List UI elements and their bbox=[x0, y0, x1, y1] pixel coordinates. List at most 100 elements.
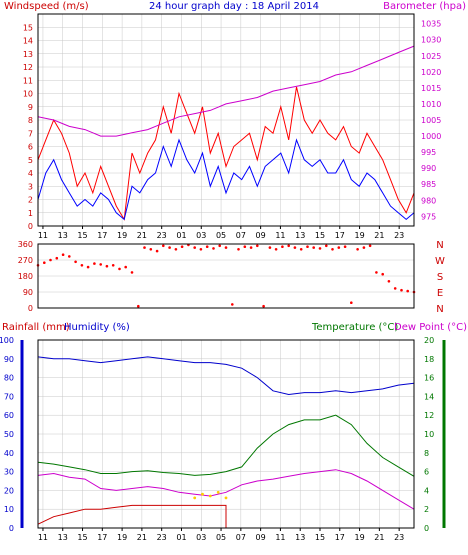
barometer-line bbox=[37, 45, 415, 137]
direction-point bbox=[130, 271, 134, 274]
humidity-tick-label: 10 bbox=[4, 505, 14, 514]
direction-point bbox=[375, 271, 378, 274]
direction-point bbox=[387, 280, 391, 283]
windspeed-tick-label: 12 bbox=[23, 63, 33, 72]
direction-point bbox=[55, 256, 59, 260]
direction-tick-label: 0 bbox=[28, 304, 33, 313]
wind-gust-line bbox=[37, 86, 415, 221]
x-tick-label: 21 bbox=[137, 231, 147, 240]
direction-point bbox=[281, 245, 284, 248]
direction-tick-label: 270 bbox=[18, 256, 33, 265]
humidity-tick-label: 80 bbox=[4, 374, 14, 383]
direction-tick-label: 90 bbox=[23, 288, 33, 297]
x-tick-label: 17 bbox=[335, 533, 345, 542]
direction-point bbox=[393, 287, 397, 290]
direction-point bbox=[199, 248, 203, 251]
rainfall-axis-label: Rainfall (mm) bbox=[2, 322, 70, 333]
temperature-tick-label: 8 bbox=[424, 449, 429, 458]
direction-point bbox=[381, 272, 385, 276]
x-tick-label: 09 bbox=[256, 231, 266, 240]
direction-point bbox=[350, 301, 353, 305]
direction-tick-label: 360 bbox=[18, 240, 33, 249]
temperature-tick-label: 18 bbox=[424, 355, 434, 364]
barometer-tick-label: 990 bbox=[421, 164, 436, 173]
direction-point bbox=[368, 244, 372, 248]
humidity-tick-label: 30 bbox=[4, 468, 14, 477]
compass-label: W bbox=[435, 256, 445, 267]
direction-point bbox=[205, 245, 209, 248]
direction-point bbox=[80, 264, 84, 267]
direction-point bbox=[111, 264, 115, 267]
direction-point bbox=[93, 262, 96, 265]
barometer-tick-label: 980 bbox=[421, 196, 436, 205]
x-tick-label: 07 bbox=[236, 231, 246, 240]
solar-point bbox=[216, 490, 220, 494]
direction-point bbox=[268, 246, 272, 249]
direction-tick-label: 180 bbox=[18, 272, 33, 281]
direction-point bbox=[218, 244, 221, 248]
x-tick-label: 11 bbox=[275, 533, 285, 542]
direction-point bbox=[325, 244, 328, 248]
rainfall-line bbox=[37, 504, 414, 529]
x-tick-label: 17 bbox=[335, 231, 345, 240]
compass-label: E bbox=[437, 288, 443, 299]
barometer-axis-label: Barometer (hpa) bbox=[383, 1, 466, 12]
x-tick-label: 05 bbox=[216, 533, 226, 542]
temperature-tick-label: 16 bbox=[424, 374, 434, 383]
direction-point bbox=[212, 247, 215, 250]
compass-label: S bbox=[437, 272, 443, 283]
direction-point bbox=[312, 246, 316, 249]
barometer-tick-label: 1025 bbox=[421, 52, 441, 61]
windspeed-tick-label: 3 bbox=[28, 182, 33, 191]
barometer-tick-label: 1030 bbox=[421, 36, 441, 45]
windspeed-tick-label: 15 bbox=[23, 23, 33, 32]
direction-point bbox=[255, 244, 259, 248]
windspeed-tick-label: 11 bbox=[23, 76, 33, 85]
direction-point bbox=[356, 248, 359, 251]
x-tick-label: 05 bbox=[216, 231, 226, 240]
x-tick-label: 21 bbox=[374, 231, 384, 240]
direction-point bbox=[262, 304, 265, 308]
x-tick-label: 15 bbox=[77, 231, 87, 240]
barometer-tick-label: 1015 bbox=[421, 84, 441, 93]
dewpoint-axis-label: Dew Point (°C) bbox=[394, 322, 467, 333]
x-tick-label: 11 bbox=[38, 231, 48, 240]
windspeed-tick-label: 0 bbox=[28, 222, 33, 231]
direction-point bbox=[287, 244, 291, 248]
direction-point bbox=[137, 304, 140, 308]
solar-point bbox=[224, 496, 228, 500]
direction-point bbox=[318, 247, 322, 250]
x-tick-label: 19 bbox=[354, 533, 364, 542]
temperature-tick-label: 0 bbox=[424, 524, 429, 533]
direction-point bbox=[143, 246, 146, 249]
temperature-tick-label: 12 bbox=[424, 411, 434, 420]
x-tick-label: 01 bbox=[176, 231, 186, 240]
solar-point bbox=[193, 496, 197, 500]
direction-point bbox=[224, 246, 228, 249]
windspeed-tick-label: 14 bbox=[23, 37, 33, 46]
x-tick-label: 13 bbox=[295, 231, 305, 240]
direction-point bbox=[274, 248, 278, 251]
direction-point bbox=[249, 246, 253, 249]
humidity-tick-label: 60 bbox=[4, 411, 14, 420]
direction-point bbox=[49, 258, 52, 262]
barometer-tick-label: 975 bbox=[421, 212, 436, 221]
direction-point bbox=[180, 245, 184, 248]
windspeed-tick-label: 5 bbox=[28, 156, 33, 165]
direction-point bbox=[243, 245, 247, 248]
compass-label: N bbox=[436, 240, 443, 251]
windspeed-tick-label: 7 bbox=[28, 129, 33, 138]
x-tick-label: 11 bbox=[38, 533, 48, 542]
direction-frame bbox=[37, 243, 415, 309]
x-tick-label: 21 bbox=[137, 533, 147, 542]
direction-point bbox=[237, 248, 240, 251]
solar-point bbox=[201, 492, 204, 496]
wind-frame bbox=[37, 13, 415, 227]
x-tick-label: 15 bbox=[315, 533, 325, 542]
direction-point bbox=[400, 288, 403, 292]
direction-point bbox=[168, 246, 171, 249]
barometer-tick-label: 1020 bbox=[421, 68, 441, 77]
temperature-tick-label: 20 bbox=[424, 336, 434, 345]
